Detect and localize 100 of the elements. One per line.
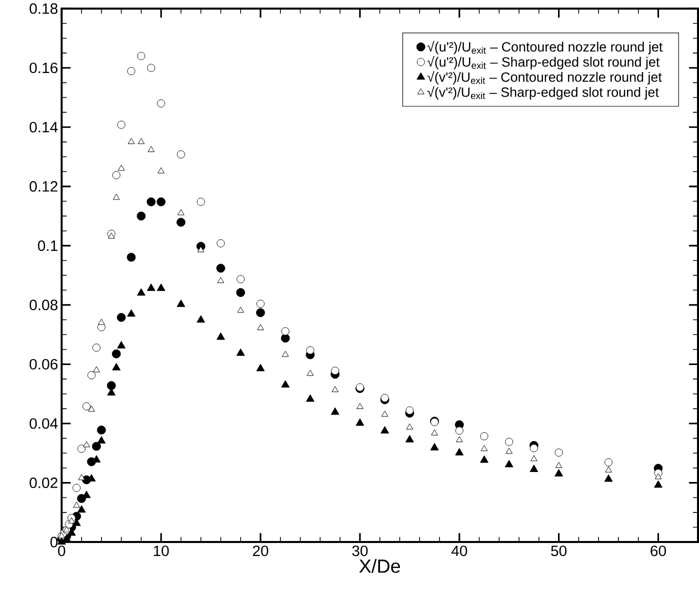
- y-tick-label: 0.16: [30, 62, 58, 73]
- point: [112, 362, 121, 370]
- x-tick-label: 50: [551, 545, 567, 556]
- point: [236, 288, 246, 297]
- legend-label: √(v'²)/U$_{exit}$ – Contoured nozzle round jet: [427, 70, 662, 84]
- point: [106, 380, 116, 390]
- point: [176, 299, 186, 307]
- x-tick-label: 40: [451, 545, 468, 556]
- point: [136, 288, 146, 296]
- point: [530, 444, 538, 452]
- legend-label: √(u'²)/U$_{exit}$ – Contoured nozzle round jet: [427, 40, 663, 54]
- point: [504, 460, 514, 468]
- x-tick-label: 60: [650, 545, 666, 556]
- point: [306, 394, 314, 402]
- point: [332, 386, 339, 392]
- x-tick-label: 0: [58, 545, 66, 556]
- point: [257, 324, 264, 330]
- point: [256, 308, 265, 317]
- point: [156, 197, 166, 206]
- y-tick-label: 0.02: [30, 477, 58, 488]
- point: [116, 312, 126, 322]
- point: [236, 348, 245, 356]
- point: [117, 340, 126, 348]
- point: [331, 366, 340, 375]
- y-tick-label: 0.12: [30, 180, 58, 192]
- point: [128, 138, 135, 144]
- point: [118, 164, 125, 171]
- x-tick-label: 30: [352, 545, 368, 556]
- y-tick-label: 0.18: [30, 3, 58, 14]
- point: [97, 436, 106, 444]
- point: [506, 448, 513, 454]
- point: [83, 441, 90, 448]
- y-tick-label: 0.06: [30, 358, 58, 370]
- point: [380, 394, 389, 402]
- point: [136, 211, 146, 220]
- point: [306, 346, 314, 354]
- point: [196, 315, 206, 322]
- point: [57, 537, 66, 544]
- point: [381, 410, 388, 417]
- point: [93, 366, 100, 372]
- point: [216, 264, 226, 272]
- point: [280, 334, 290, 342]
- point: [146, 283, 156, 291]
- point: [148, 146, 155, 152]
- point: [555, 462, 562, 468]
- point: [176, 218, 186, 227]
- x-tick-label: 10: [154, 545, 169, 556]
- y-tick-label: 0.14: [30, 122, 58, 132]
- y-tick-label: 0.08: [30, 300, 58, 310]
- point: [237, 306, 244, 313]
- point: [380, 426, 390, 434]
- point: [197, 246, 204, 252]
- point: [530, 455, 538, 461]
- point: [108, 232, 115, 238]
- point: [654, 473, 662, 480]
- point: [216, 332, 225, 340]
- point: [77, 505, 86, 512]
- point: [604, 474, 613, 482]
- point: [330, 407, 340, 415]
- point: [158, 167, 165, 174]
- point: [256, 364, 265, 372]
- point: [356, 402, 364, 409]
- point: [217, 276, 224, 283]
- point: [530, 464, 538, 472]
- point: [92, 442, 101, 451]
- point: [480, 455, 488, 463]
- point: [456, 436, 463, 442]
- point: [306, 370, 314, 376]
- point: [138, 138, 145, 144]
- x-tick-label: 20: [252, 545, 268, 556]
- y-tick-label: 0.1: [38, 240, 58, 251]
- point: [88, 406, 95, 412]
- point: [78, 474, 85, 480]
- point: [282, 350, 289, 357]
- point: [98, 318, 105, 325]
- point: [96, 425, 106, 434]
- point: [654, 480, 662, 488]
- point: [430, 442, 439, 450]
- legend-label: √(u'²)/U$_{exit}$ – Sharp-edged slot round jet: [427, 56, 660, 70]
- x-axis-title: X/De: [359, 558, 400, 573]
- point: [455, 448, 464, 456]
- point: [605, 466, 612, 472]
- point: [126, 252, 136, 262]
- point: [406, 423, 414, 430]
- y-tick-label: 0: [50, 536, 58, 548]
- point: [146, 197, 156, 206]
- point: [68, 517, 76, 524]
- point: [431, 429, 438, 436]
- point: [178, 209, 184, 216]
- point: [73, 502, 80, 508]
- point: [281, 380, 290, 388]
- point: [112, 349, 121, 358]
- point: [406, 406, 414, 414]
- point: [480, 444, 488, 451]
- point: [127, 309, 136, 317]
- y-tick-label: 0.04: [30, 418, 58, 429]
- point: [405, 434, 414, 442]
- point: [356, 418, 364, 426]
- point: [112, 194, 120, 200]
- legend-label: √(v'²)/U$_{exit}$ – Sharp-edged slot round jet: [427, 86, 659, 100]
